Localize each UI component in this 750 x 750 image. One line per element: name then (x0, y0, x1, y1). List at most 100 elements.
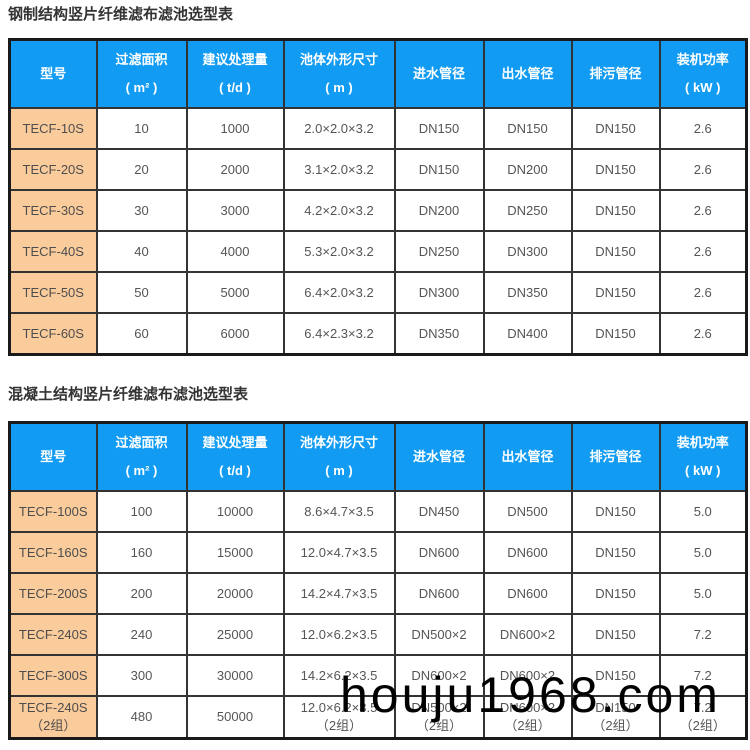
model-cell: TECF-160S (8, 531, 98, 574)
value-cell: 2.0×2.0×3.2 (282, 107, 396, 150)
value-cell: 4.2×2.0×3.2 (282, 189, 396, 232)
column-header-4: 池体外形尺寸( m ) (282, 38, 396, 109)
value-cell: DN150 (393, 148, 485, 191)
column-header-8: 装机功率( kW ) (658, 421, 748, 492)
value-cell: DN500×2 （2组） (393, 695, 485, 740)
value-cell: DN350 (393, 312, 485, 356)
table-row: TECF-160S 160 15000 12.0×4.7×3.5 DN600 DN600 D… (8, 531, 748, 574)
steel-table-title: 钢制结构竖片纤维滤布滤池选型表 (8, 6, 234, 23)
value-cell: 5.0 (658, 572, 748, 615)
value-cell: 12.0×6.2×3.5 （2组） (282, 695, 396, 740)
concrete-table-title: 混凝土结构竖片纤维滤布滤池选型表 (8, 386, 249, 403)
value-cell: DN150 (570, 572, 661, 615)
value-cell: 480 (95, 695, 188, 740)
value-cell: 2.6 (658, 107, 748, 150)
value-cell: 5000 (185, 271, 285, 314)
model-cell: TECF-30S (8, 189, 98, 232)
value-cell: DN150 (570, 490, 661, 533)
value-cell: 2.6 (658, 230, 748, 273)
value-cell: 1000 (185, 107, 285, 150)
model-cell: TECF-10S (8, 107, 98, 150)
value-cell: 14.2×4.7×3.5 (282, 572, 396, 615)
value-cell: 3000 (185, 189, 285, 232)
table-row: TECF-300S 300 30000 14.2×6.2×3.5 DN600×2 DN60… (8, 654, 748, 697)
concrete-structure-section: 混凝土结构竖片纤维滤布滤池选型表 型号 过滤面积( m² ) 建议处理量( t/d … (8, 386, 750, 740)
value-cell: 6000 (185, 312, 285, 356)
value-cell: 10 (95, 107, 188, 150)
table-row: TECF-40S 40 4000 5.3×2.0×3.2 DN250 DN300 DN150… (8, 230, 748, 273)
column-header-3: 建议处理量( t/d ) (185, 38, 285, 109)
value-cell: DN150 （2组） (570, 695, 661, 740)
value-cell: 4000 (185, 230, 285, 273)
value-cell: 7.2 (658, 613, 748, 656)
table-row: TECF-60S 60 6000 6.4×2.3×3.2 DN350 DN400 DN150… (8, 312, 748, 356)
value-cell: 40 (95, 230, 188, 273)
model-cell: TECF-100S (8, 490, 98, 533)
value-cell: DN600 (393, 531, 485, 574)
value-cell: 50 (95, 271, 188, 314)
value-cell: DN150 (570, 531, 661, 574)
value-cell: 2.6 (658, 271, 748, 314)
model-cell: TECF-20S (8, 148, 98, 191)
value-cell: DN600×2 (482, 654, 573, 697)
value-cell: DN600×2 (393, 654, 485, 697)
value-cell: DN400 (482, 312, 573, 356)
model-cell: TECF-200S (8, 572, 98, 615)
value-cell: 2.6 (658, 148, 748, 191)
value-cell: 7.2 (658, 654, 748, 697)
value-cell: DN150 (570, 312, 661, 356)
model-cell: TECF-240S (8, 613, 98, 656)
value-cell: 20 (95, 148, 188, 191)
value-cell: DN150 (570, 654, 661, 697)
value-cell: DN200 (482, 148, 573, 191)
model-cell: TECF-240S （2组） (8, 695, 98, 740)
value-cell: 8.6×4.7×3.5 (282, 490, 396, 533)
table-row: TECF-10S 10 1000 2.0×2.0×3.2 DN150 DN150 DN150… (8, 107, 748, 150)
value-cell: 2.6 (658, 189, 748, 232)
table-row: TECF-240S （2组） 480 50000 12.0×6.2×3.5 （2组） D… (8, 695, 748, 740)
value-cell: DN150 (570, 189, 661, 232)
column-header-8: 装机功率( kW ) (658, 38, 748, 109)
value-cell: 240 (95, 613, 188, 656)
value-cell: 20000 (185, 572, 285, 615)
value-cell: DN150 (393, 107, 485, 150)
value-cell: 25000 (185, 613, 285, 656)
steel-table-body: TECF-10S 10 1000 2.0×2.0×3.2 DN150 DN150 DN150… (8, 107, 748, 356)
value-cell: DN600 (393, 572, 485, 615)
table-row: TECF-50S 50 5000 6.4×2.0×3.2 DN300 DN350 DN150… (8, 271, 748, 314)
value-cell: DN450 (393, 490, 485, 533)
value-cell: 5.0 (658, 490, 748, 533)
value-cell: 60 (95, 312, 188, 356)
value-cell: DN600×2 (482, 613, 573, 656)
column-header-1: 型号 (8, 421, 98, 492)
value-cell: DN500 (482, 490, 573, 533)
value-cell: 12.0×6.2×3.5 (282, 613, 396, 656)
value-cell: 5.3×2.0×3.2 (282, 230, 396, 273)
steel-structure-section: 钢制结构竖片纤维滤布滤池选型表 型号 过滤面积( m² ) 建议处理量( t/d )… (8, 6, 750, 356)
value-cell: 30 (95, 189, 188, 232)
model-cell: TECF-60S (8, 312, 98, 356)
column-header-7: 排污管径 (570, 38, 661, 109)
column-header-6: 出水管径 (482, 421, 573, 492)
column-header-2: 过滤面积( m² ) (95, 38, 188, 109)
model-cell: TECF-50S (8, 271, 98, 314)
value-cell: 14.2×6.2×3.5 (282, 654, 396, 697)
column-header-4: 池体外形尺寸( m ) (282, 421, 396, 492)
column-header-7: 排污管径 (570, 421, 661, 492)
value-cell: DN150 (570, 230, 661, 273)
header-row: 型号 过滤面积( m² ) 建议处理量( t/d ) 池体外形尺寸( m ) 进水管径出… (8, 421, 748, 492)
value-cell: 7.2 （2组） (658, 695, 748, 740)
column-header-1: 型号 (8, 38, 98, 109)
value-cell: 300 (95, 654, 188, 697)
value-cell: DN600 (482, 531, 573, 574)
column-header-5: 进水管径 (393, 421, 485, 492)
value-cell: DN500×2 (393, 613, 485, 656)
concrete-spec-table: 型号 过滤面积( m² ) 建议处理量( t/d ) 池体外形尺寸( m ) 进水管径出… (8, 421, 748, 740)
value-cell: 12.0×4.7×3.5 (282, 531, 396, 574)
value-cell: DN150 (570, 613, 661, 656)
value-cell: 30000 (185, 654, 285, 697)
value-cell: DN150 (570, 271, 661, 314)
column-header-2: 过滤面积( m² ) (95, 421, 188, 492)
value-cell: 15000 (185, 531, 285, 574)
